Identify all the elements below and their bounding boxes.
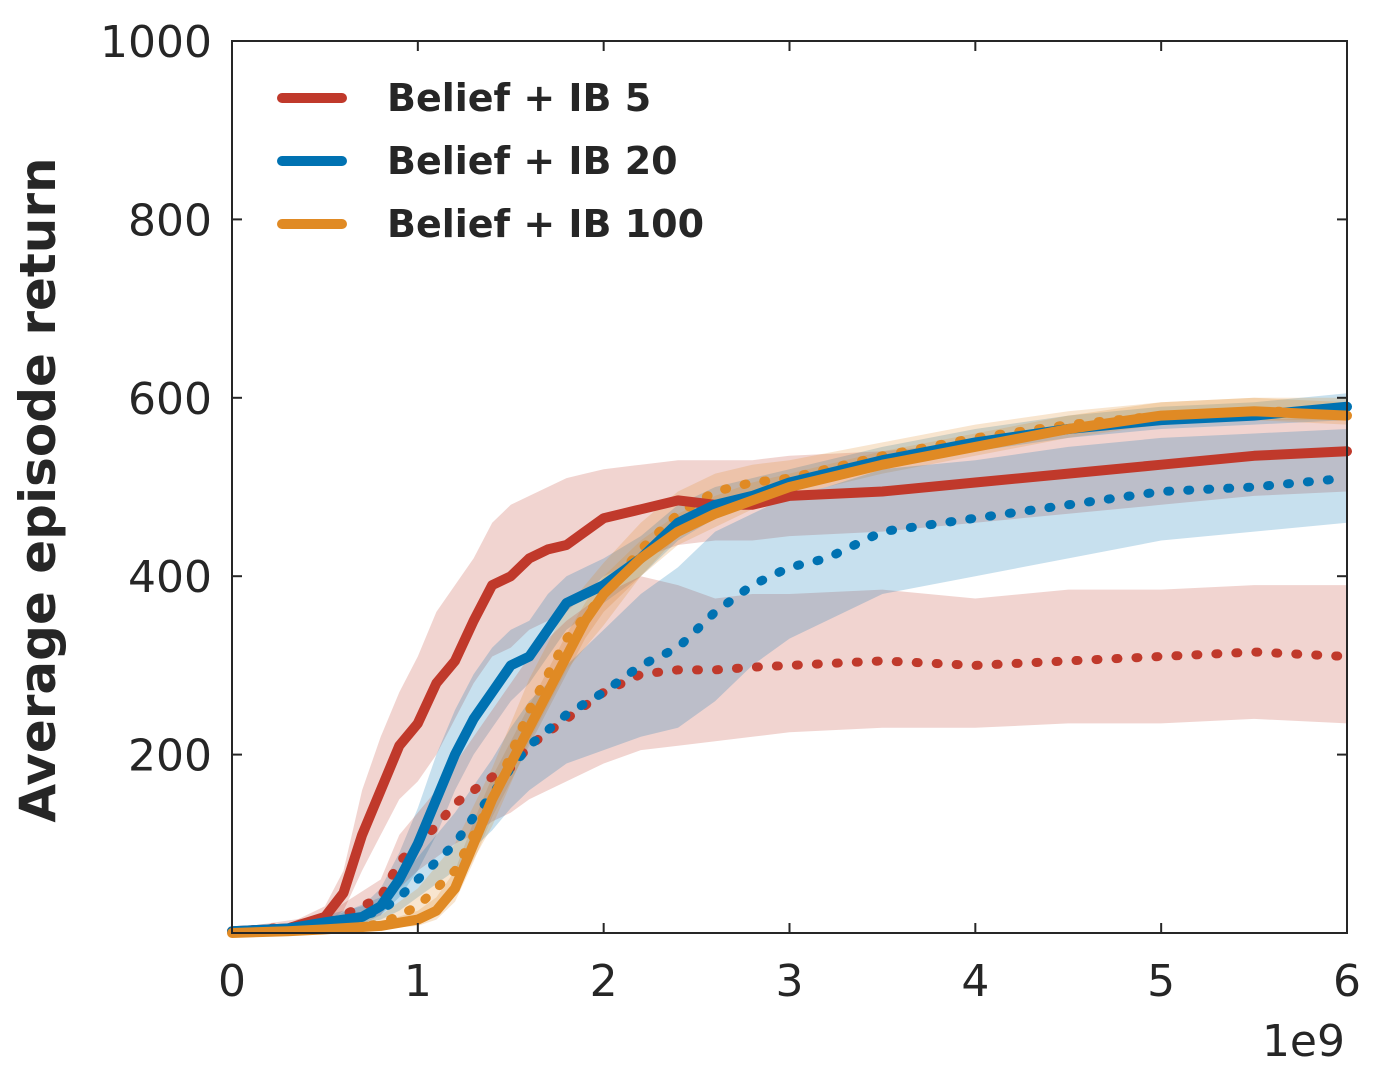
y-tick-label: 400 <box>128 552 212 603</box>
x-tick-label: 5 <box>1147 956 1175 1007</box>
axis-ticks: 0 1 2 3 4 5 6 200 400 600 800 1000 <box>100 17 1361 1007</box>
x-tick-label: 6 <box>1333 956 1361 1007</box>
series-line-3 <box>227 406 1352 938</box>
x-tick-label: 1 <box>404 956 432 1007</box>
y-tick-label: 200 <box>128 731 212 782</box>
band-1 <box>232 415 1347 934</box>
y-tick-label: 800 <box>128 195 212 246</box>
confidence-bands <box>232 393 1347 934</box>
series-line-1 <box>227 446 1352 937</box>
legend-label-3: Belief + IB 100 <box>387 202 704 246</box>
x-tick-label: 0 <box>218 956 246 1007</box>
x-tick-label: 4 <box>961 956 989 1007</box>
x-offset-label: 1e9 <box>1262 1016 1345 1067</box>
band-4 <box>232 576 1347 933</box>
series-line-6 <box>227 406 1352 938</box>
x-tick-label: 2 <box>590 956 618 1007</box>
band-5 <box>232 429 1347 933</box>
x-tick-label: 3 <box>776 956 804 1007</box>
y-tick-label: 1000 <box>100 17 212 68</box>
series-lines <box>227 401 1352 938</box>
legend-label-2: Belief + IB 20 <box>387 139 678 183</box>
y-axis-title: Average episode return <box>9 157 67 822</box>
legend: Belief + IB 5 Belief + IB 20 Belief + IB 1… <box>277 76 704 246</box>
y-tick-label: 600 <box>128 374 212 425</box>
legend-label-1: Belief + IB 5 <box>387 76 651 120</box>
series-line-5 <box>227 473 1352 936</box>
